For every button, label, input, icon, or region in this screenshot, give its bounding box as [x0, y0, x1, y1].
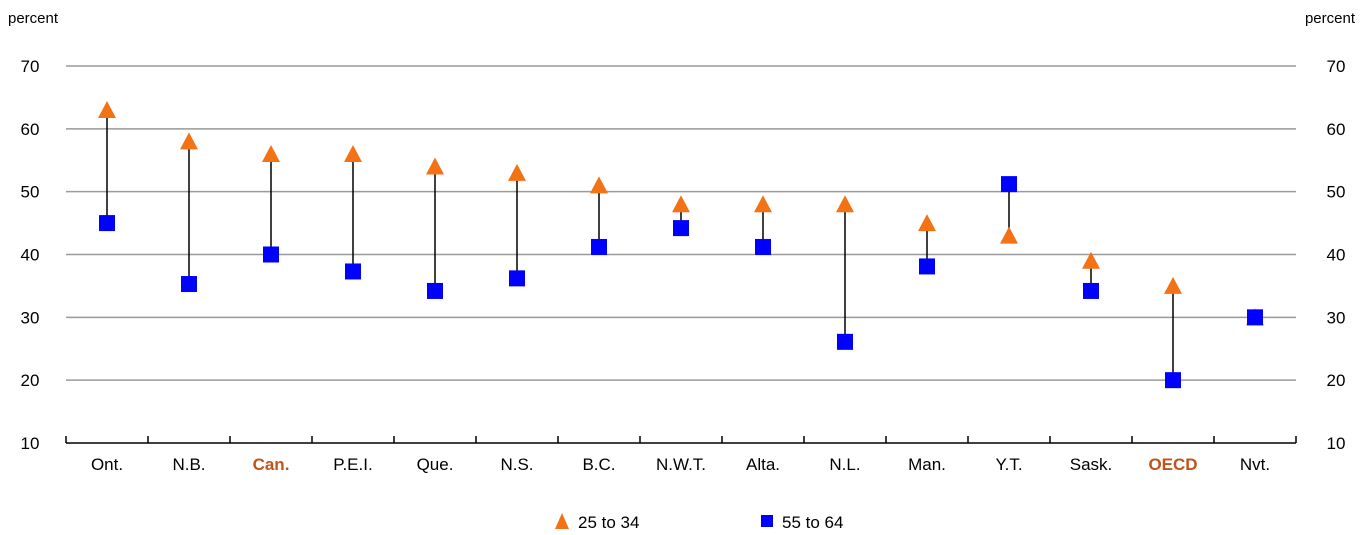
y-tick-label-left: 40: [21, 246, 40, 265]
x-category-label: B.C.: [582, 455, 615, 474]
point-25-34: [918, 214, 936, 232]
y-tick-label-right: 40: [1327, 246, 1346, 265]
y-tick-label-right: 10: [1327, 434, 1346, 453]
point-25-34: [672, 195, 690, 213]
y-tick-label-left: 50: [21, 183, 40, 202]
y-tick-label-left: 30: [21, 308, 40, 327]
point-55-64: [673, 220, 689, 237]
y-unit-left: percent: [8, 10, 59, 27]
point-25-34: [180, 132, 198, 150]
y-axis-left: 10 20 30 40 50 60 70: [21, 57, 40, 453]
point-55-64: [427, 282, 443, 299]
x-category-label: Que.: [417, 455, 454, 474]
x-category-label: N.L.: [829, 455, 860, 474]
x-category-label: N.B.: [172, 455, 205, 474]
range-lines: [106, 109, 1174, 381]
legend-label-55-64: 55 to 64: [782, 513, 843, 532]
x-category-label: Nvt.: [1240, 455, 1270, 474]
point-25-34: [426, 157, 444, 175]
legend-item-25-34: 25 to 34: [555, 513, 639, 532]
y-axis-right: 10 20 30 40 50 60 70: [1327, 57, 1346, 453]
y-unit-right: percent: [1305, 10, 1356, 27]
x-category-label: Ont.: [91, 455, 123, 474]
x-category-label: Y.T.: [995, 455, 1022, 474]
x-category-label: Sask.: [1070, 455, 1113, 474]
y-tick-label-left: 60: [21, 120, 40, 139]
point-25-34: [754, 195, 772, 213]
point-25-34: [344, 144, 362, 162]
axes: [65, 436, 1297, 444]
square-marker-icon: [761, 515, 773, 527]
y-tick-label-right: 50: [1327, 183, 1346, 202]
triangle-marker-icon: [555, 513, 569, 529]
point-25-34: [836, 195, 854, 213]
point-55-64: [591, 238, 607, 255]
legend-item-55-64: 55 to 64: [761, 513, 843, 532]
point-25-34: [590, 176, 608, 194]
legend: 25 to 34 55 to 64: [555, 513, 843, 532]
point-55-64: [1001, 176, 1017, 193]
y-tick-label-left: 70: [21, 57, 40, 76]
x-category-label: Man.: [908, 455, 946, 474]
point-25-34: [508, 163, 526, 181]
data-markers: [98, 100, 1264, 389]
point-55-64: [755, 238, 771, 255]
point-25-34: [262, 144, 280, 162]
y-tick-label-right: 30: [1327, 308, 1346, 327]
point-55-64: [509, 270, 525, 287]
point-55-64: [919, 258, 935, 275]
point-25-34: [1082, 251, 1100, 269]
point-55-64: [181, 276, 197, 293]
x-category-label: N.W.T.: [656, 455, 706, 474]
y-tick-label-right: 60: [1327, 120, 1346, 139]
point-55-64: [837, 333, 853, 350]
point-55-64: [99, 215, 115, 232]
point-25-34: [1164, 276, 1182, 294]
x-category-label: N.S.: [500, 455, 533, 474]
point-25-34: [1000, 226, 1018, 244]
x-category-label: Can.: [253, 455, 290, 474]
point-55-64: [263, 246, 279, 263]
point-55-64: [1165, 372, 1181, 389]
y-tick-label-right: 20: [1327, 371, 1346, 390]
point-55-64: [1083, 282, 1099, 299]
x-category-label: Alta.: [746, 455, 780, 474]
x-category-label: OECD: [1148, 455, 1197, 474]
legend-label-25-34: 25 to 34: [578, 513, 639, 532]
point-55-64: [345, 263, 361, 280]
point-55-64: [1247, 309, 1263, 326]
y-tick-label-left: 20: [21, 371, 40, 390]
point-25-34: [98, 100, 116, 118]
y-tick-label-right: 70: [1327, 57, 1346, 76]
x-category-label: P.E.I.: [333, 455, 372, 474]
x-axis-categories: Ont. N.B. Can. P.E.I. Que. N.S. B.C. N.W.T. Alta…: [91, 455, 1270, 474]
y-tick-label-left: 10: [21, 434, 40, 453]
